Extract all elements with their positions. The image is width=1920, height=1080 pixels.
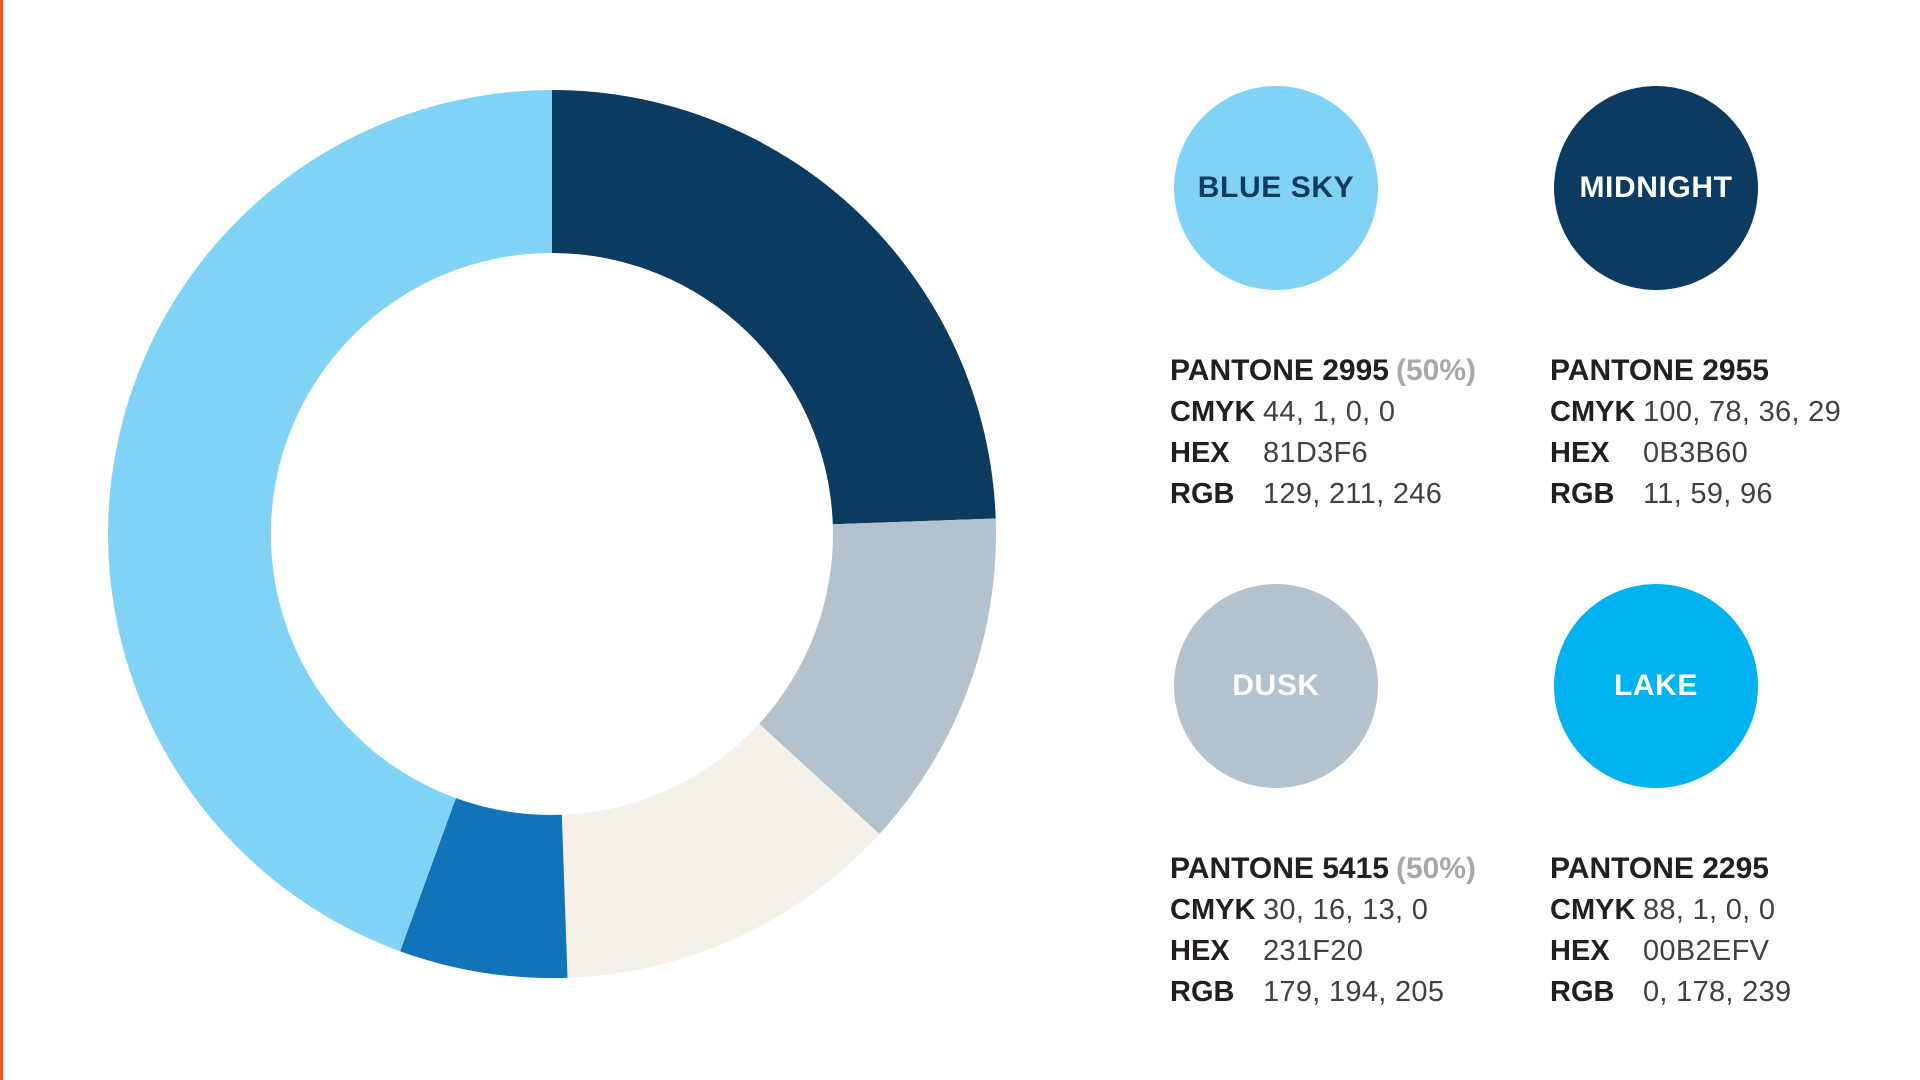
hex-row: HEX 00B2EFV <box>1550 931 1890 972</box>
hex-value: 81D3F6 <box>1263 437 1368 469</box>
pantone-code: PANTONE 2995 <box>1170 354 1389 387</box>
swatch-card-blue-sky: BLUE SKY PANTONE 2995 (50%) CMYK 44, 1, 0… <box>1170 86 1510 586</box>
swatch-spec-block: PANTONE 5415 (50%) CMYK 30, 16, 13, 0 HEX… <box>1170 847 1510 1013</box>
swatch-name-label: MIDNIGHT <box>1579 171 1733 204</box>
rgb-label: RGB <box>1170 976 1235 1008</box>
cmyk-label: CMYK <box>1550 894 1636 926</box>
hex-row: HEX 81D3F6 <box>1170 433 1510 474</box>
cmyk-row: CMYK 44, 1, 0, 0 <box>1170 392 1510 433</box>
tint-percent: (50%) <box>1395 354 1477 387</box>
cmyk-row: CMYK 30, 16, 13, 0 <box>1170 890 1510 931</box>
hex-value: 0B3B60 <box>1643 437 1748 469</box>
donut-segment-blue-sky <box>108 90 552 952</box>
cmyk-value: 88, 1, 0, 0 <box>1643 894 1776 926</box>
donut-segment-dusk <box>759 518 996 834</box>
rgb-row: RGB 129, 211, 246 <box>1170 474 1510 515</box>
rgb-label: RGB <box>1550 976 1615 1008</box>
tint-percent: (50%) <box>1395 852 1477 885</box>
swatch-name-label: LAKE <box>1613 669 1699 702</box>
swatch-name-label: DUSK <box>1232 669 1320 702</box>
donut-segment-off-white <box>561 723 880 978</box>
cmyk-value: 100, 78, 36, 29 <box>1643 396 1841 428</box>
swatch-spec-block: PANTONE 2295 CMYK 88, 1, 0, 0 HEX 00B2EF… <box>1550 847 1890 1013</box>
donut-segment-midnight <box>552 90 996 525</box>
cmyk-label: CMYK <box>1170 396 1256 428</box>
hex-value: 00B2EFV <box>1643 935 1770 967</box>
cmyk-value: 44, 1, 0, 0 <box>1263 396 1396 428</box>
pantone-title: PANTONE 2995 (50%) <box>1170 349 1510 392</box>
hex-label: HEX <box>1170 437 1230 469</box>
swatch-card-lake: LAKE PANTONE 2295 CMYK 88, 1, 0, 0 HEX 0… <box>1550 584 1890 1080</box>
cmyk-row: CMYK 100, 78, 36, 29 <box>1550 392 1890 433</box>
swatch-spec-block: PANTONE 2995 (50%) CMYK 44, 1, 0, 0 HEX 8… <box>1170 349 1510 515</box>
rgb-value: 11, 59, 96 <box>1643 478 1773 510</box>
hex-label: HEX <box>1550 935 1610 967</box>
hex-label: HEX <box>1550 437 1610 469</box>
rgb-row: RGB 11, 59, 96 <box>1550 474 1890 515</box>
rgb-row: RGB 179, 194, 205 <box>1170 972 1510 1013</box>
cmyk-label: CMYK <box>1170 894 1256 926</box>
swatch-circle-lake: LAKE <box>1554 584 1758 788</box>
swatch-circle-blue-sky: BLUE SKY <box>1174 86 1378 290</box>
left-accent-bar <box>0 0 3 1080</box>
swatch-spec-block: PANTONE 2955 CMYK 100, 78, 36, 29 HEX 0B… <box>1550 349 1890 515</box>
swatch-card-dusk: DUSK PANTONE 5415 (50%) CMYK 30, 16, 13, … <box>1170 584 1510 1080</box>
swatch-circle-midnight: MIDNIGHT <box>1554 86 1758 290</box>
pantone-code: PANTONE 2295 <box>1550 852 1769 885</box>
hex-value: 231F20 <box>1263 935 1364 967</box>
swatch-name-label: BLUE SKY <box>1197 171 1355 204</box>
cmyk-label: CMYK <box>1550 396 1636 428</box>
rgb-value: 0, 178, 239 <box>1643 976 1792 1008</box>
rgb-value: 179, 194, 205 <box>1263 976 1445 1008</box>
pantone-title: PANTONE 2955 <box>1550 349 1890 392</box>
rgb-value: 129, 211, 246 <box>1263 478 1443 510</box>
pantone-code: PANTONE 5415 <box>1170 852 1389 885</box>
hex-label: HEX <box>1170 935 1230 967</box>
swatch-card-midnight: MIDNIGHT PANTONE 2955 CMYK 100, 78, 36, … <box>1550 86 1890 586</box>
pantone-title: PANTONE 5415 (50%) <box>1170 847 1510 890</box>
swatch-circle-dusk: DUSK <box>1174 584 1378 788</box>
rgb-label: RGB <box>1550 478 1615 510</box>
hex-row: HEX 0B3B60 <box>1550 433 1890 474</box>
pantone-code: PANTONE 2955 <box>1550 354 1769 387</box>
hex-row: HEX 231F20 <box>1170 931 1510 972</box>
cmyk-value: 30, 16, 13, 0 <box>1263 894 1429 926</box>
donut-segment-lake <box>400 798 568 978</box>
cmyk-row: CMYK 88, 1, 0, 0 <box>1550 890 1890 931</box>
rgb-label: RGB <box>1170 478 1235 510</box>
rgb-row: RGB 0, 178, 239 <box>1550 972 1890 1013</box>
pantone-title: PANTONE 2295 <box>1550 847 1890 890</box>
